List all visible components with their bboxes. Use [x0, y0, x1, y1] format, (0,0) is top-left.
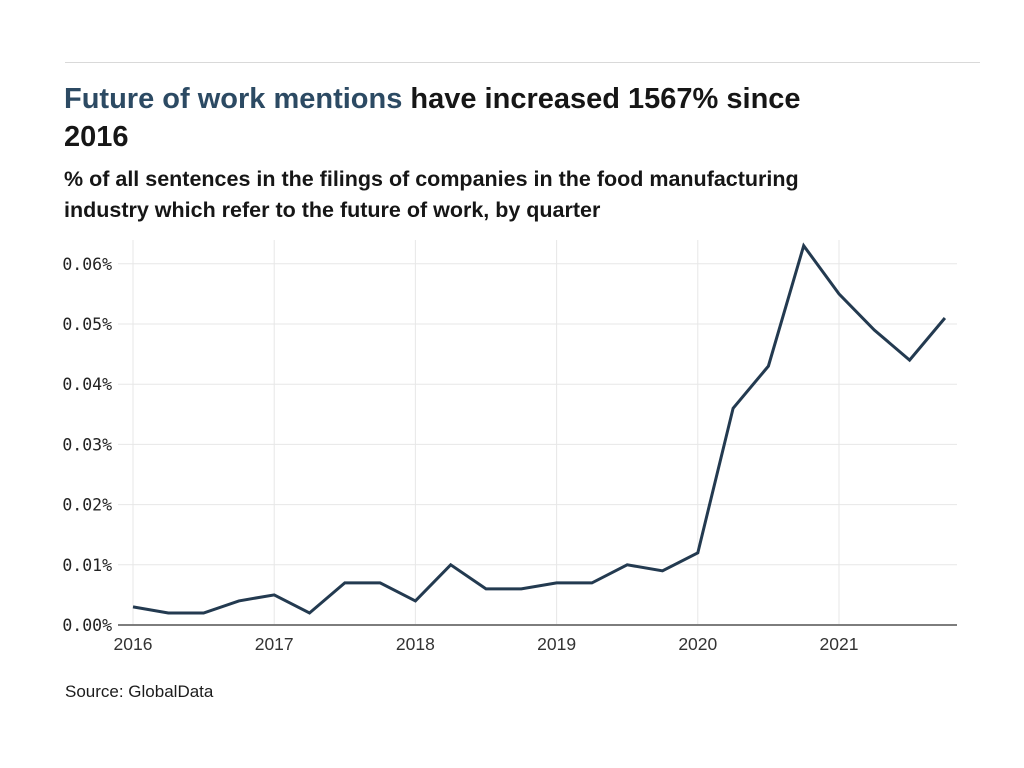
x-tick-label: 2019	[537, 634, 576, 654]
chart-subtitle-line2: industry which refer to the future of wo…	[64, 198, 601, 222]
y-tick-label: 0.05%	[62, 315, 112, 334]
y-tick-label: 0.06%	[62, 255, 112, 274]
y-tick-label: 0.00%	[62, 616, 112, 635]
source-note: Source: GlobalData	[65, 682, 214, 701]
x-tick-label: 2016	[114, 634, 153, 654]
y-tick-label: 0.03%	[62, 435, 112, 454]
x-tick-label: 2017	[255, 634, 294, 654]
chart-title-line2: 2016	[64, 121, 129, 153]
y-tick-label: 0.01%	[62, 556, 112, 575]
x-tick-label: 2020	[678, 634, 717, 654]
top-divider	[65, 62, 980, 63]
x-tick-label: 2018	[396, 634, 435, 654]
chart-title-rest: have increased 1567% since	[402, 83, 801, 115]
y-tick-label: 0.04%	[62, 375, 112, 394]
chart-title: Future of work mentions have increased 1…	[64, 80, 944, 156]
y-tick-label: 0.02%	[62, 496, 112, 515]
series-line	[132, 242, 947, 615]
chart-subtitle: % of all sentences in the filings of com…	[64, 164, 944, 226]
chart-title-highlight: Future of work mentions	[64, 83, 403, 115]
chart-subtitle-line1: % of all sentences in the filings of com…	[64, 167, 799, 191]
x-tick-label: 2021	[820, 634, 859, 654]
